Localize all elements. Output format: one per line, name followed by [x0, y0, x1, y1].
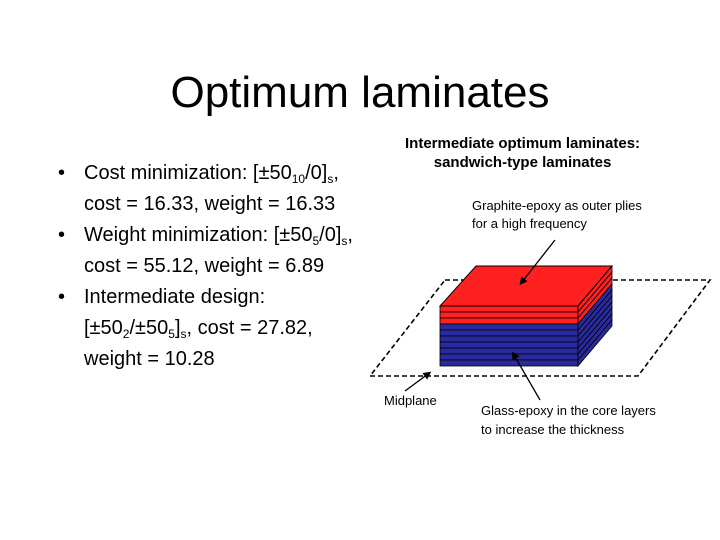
graphite-note-line: Graphite-epoxy as outer plies [472, 198, 642, 213]
text-span: , cost = 27.82, [186, 317, 313, 339]
glass-arrow [511, 351, 541, 401]
text-span: , [333, 162, 339, 184]
figure-heading: Intermediate optimum laminates: sandwich… [405, 134, 640, 172]
figure-heading-line: Intermediate optimum laminates: [405, 135, 641, 152]
bullet-dot: • [58, 224, 66, 246]
laminate-ply-side [577, 318, 613, 368]
bullet-list: • Cost minimization: [±5010/0]s, cost = … [58, 158, 438, 375]
text-span: ] [174, 317, 181, 339]
laminate-ply-front [439, 353, 579, 361]
laminate-stack [439, 264, 613, 368]
laminate-ply-front [439, 323, 579, 331]
graphite-arrow [519, 239, 556, 286]
text-span: /±50 [129, 317, 169, 339]
midplane-plane [368, 279, 712, 377]
midplane-label: Midplane [384, 393, 437, 408]
bullet-line: [±502/±505]s, cost = 27.82, [84, 313, 438, 344]
text-span: Cost minimization: [±50 [84, 162, 292, 184]
bullet-cost-minimization: • Cost minimization: [±5010/0]s, cost = … [58, 158, 438, 220]
laminate-ply-front [439, 359, 579, 367]
laminate-ply-front [439, 329, 579, 337]
subscript: 5 [168, 327, 175, 341]
subscript: s [341, 234, 348, 248]
subscript: 2 [122, 327, 130, 341]
slide-title: Optimum laminates [170, 68, 550, 117]
laminate-ply-front [439, 335, 579, 343]
text-span: , [347, 224, 353, 246]
bullet-line: Weight minimization: [±505/0]s, [84, 220, 438, 251]
laminate-ply-front [439, 347, 579, 355]
laminate-ply-front [439, 305, 579, 313]
bullet-line: Intermediate design: [84, 286, 266, 308]
figure-heading-line: sandwich-type laminates [433, 154, 612, 171]
laminate-ply-front [439, 311, 579, 319]
bullet-line: cost = 55.12, weight = 6.89 [84, 255, 325, 277]
subscript: s [180, 327, 187, 341]
text-span: /0] [305, 162, 328, 184]
subscript: s [327, 172, 334, 186]
subscript: 5 [312, 234, 320, 248]
bullet-line: Cost minimization: [±5010/0]s, [84, 158, 438, 189]
graphite-note: Graphite-epoxy as outer plies for a high… [472, 197, 642, 233]
subscript: 10 [291, 172, 306, 186]
midplane-arrow [404, 371, 432, 392]
laminate-top-face [438, 265, 614, 307]
text-span: /0] [319, 224, 342, 246]
glass-note-line: Glass-epoxy in the core layers [481, 403, 656, 418]
bullet-line: cost = 16.33, weight = 16.33 [84, 193, 336, 215]
bullet-line: weight = 10.28 [84, 348, 215, 370]
laminate-ply-front [439, 317, 579, 325]
laminate-ply-front [439, 341, 579, 349]
graphite-note-line: for a high frequency [472, 216, 587, 231]
text-span: [±50 [84, 317, 123, 339]
glass-note: Glass-epoxy in the core layers to increa… [481, 401, 656, 439]
bullet-dot: • [58, 162, 66, 184]
text-span: Weight minimization: [±50 [84, 224, 313, 246]
bullet-weight-minimization: • Weight minimization: [±505/0]s, cost =… [58, 220, 438, 282]
bullet-intermediate-design: • Intermediate design: [±502/±505]s, cos… [58, 282, 438, 375]
glass-note-line: to increase the thickness [481, 422, 625, 437]
bullet-dot: • [58, 286, 66, 308]
